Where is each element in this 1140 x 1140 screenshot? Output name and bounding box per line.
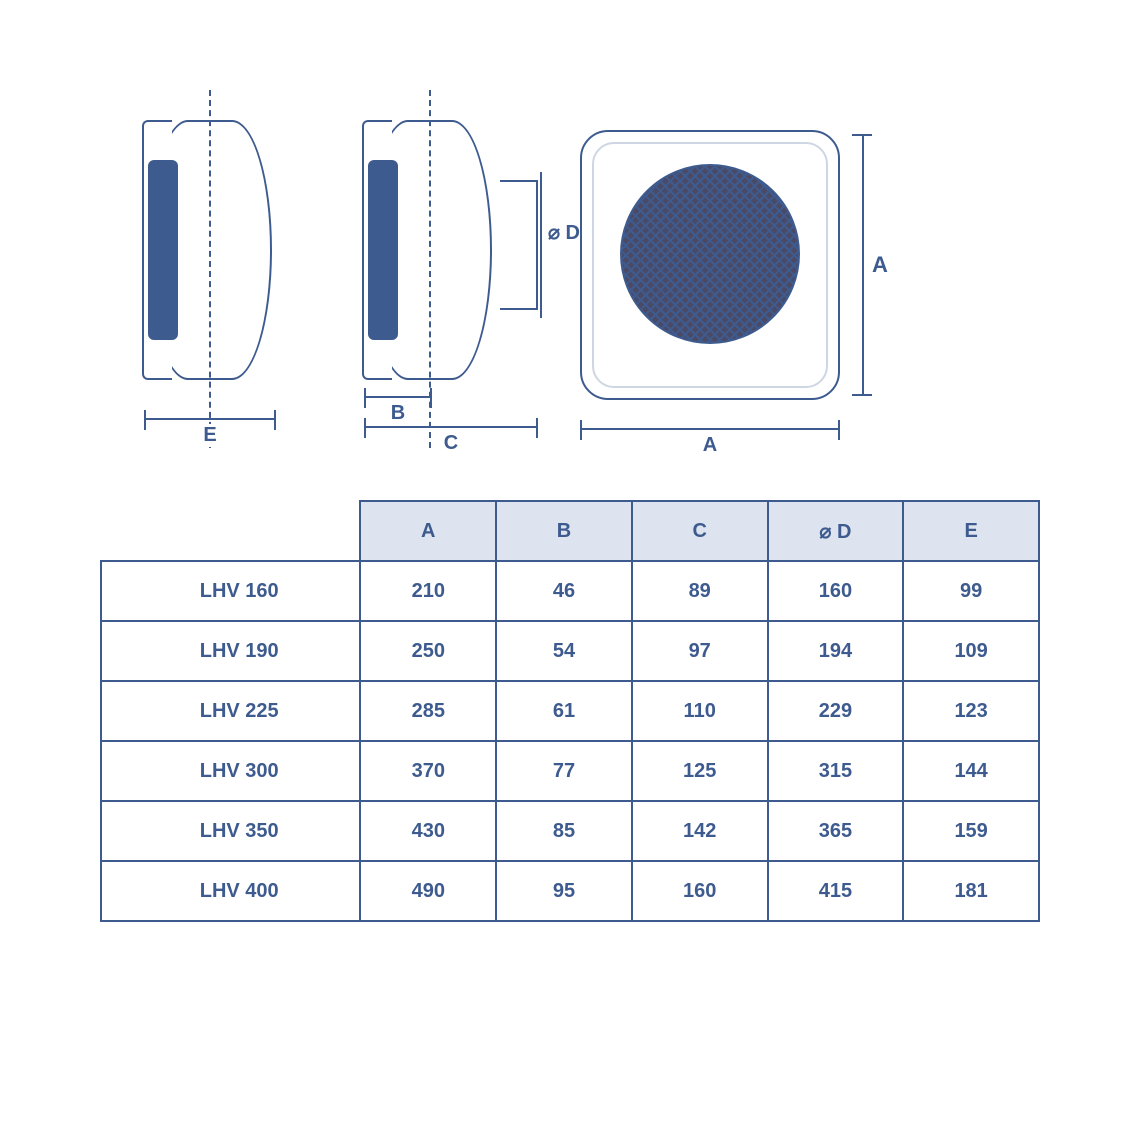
cell-model: LHV 160 (101, 561, 360, 621)
cell-B: 77 (496, 741, 632, 801)
cell-B: 54 (496, 621, 632, 681)
cell-A: 250 (360, 621, 496, 681)
technical-drawings: E ⌀ D B C A A (80, 80, 1060, 440)
cell-C: 142 (632, 801, 768, 861)
table-row: LHV 190 250 54 97 194 109 (101, 621, 1039, 681)
cell-B: 61 (496, 681, 632, 741)
cell-C: 110 (632, 681, 768, 741)
table-row: LHV 350 430 85 142 365 159 (101, 801, 1039, 861)
cell-B: 95 (496, 861, 632, 921)
cell-B: 46 (496, 561, 632, 621)
dimension-B-bar: B (364, 396, 432, 398)
cell-C: 89 (632, 561, 768, 621)
cell-C: 97 (632, 621, 768, 681)
cell-model: LHV 350 (101, 801, 360, 861)
dimension-A-v-label: A (872, 252, 888, 278)
dimension-E-bar: E (144, 418, 276, 420)
dimension-E-label: E (199, 424, 220, 447)
cell-C: 125 (632, 741, 768, 801)
dimension-A-h-label: A (699, 434, 721, 457)
fan-silhouette (368, 160, 398, 340)
front-face-view: A A (570, 120, 870, 440)
dimension-B-label: B (387, 402, 409, 425)
duct-extension (500, 180, 538, 310)
fan-silhouette (148, 160, 178, 340)
side-profile-2: ⌀ D B C (350, 110, 510, 440)
cell-A: 285 (360, 681, 496, 741)
table-row: LHV 300 370 77 125 315 144 (101, 741, 1039, 801)
side-profile-1: E (130, 110, 290, 440)
cell-E: 181 (903, 861, 1039, 921)
cell-B: 85 (496, 801, 632, 861)
dimension-C-bar: C (364, 426, 538, 428)
cell-E: 159 (903, 801, 1039, 861)
table-row: LHV 400 490 95 160 415 181 (101, 861, 1039, 921)
col-B: B (496, 501, 632, 561)
cell-D: 415 (768, 861, 904, 921)
cell-model: LHV 300 (101, 741, 360, 801)
fan-grille (620, 164, 800, 344)
dimensions-table: A B C ⌀ D E LHV 160 210 46 89 160 99 LHV… (100, 500, 1040, 922)
cell-E: 123 (903, 681, 1039, 741)
col-A: A (360, 501, 496, 561)
cell-E: 99 (903, 561, 1039, 621)
cell-A: 430 (360, 801, 496, 861)
col-C: C (632, 501, 768, 561)
table-row: LHV 225 285 61 110 229 123 (101, 681, 1039, 741)
cell-model: LHV 190 (101, 621, 360, 681)
col-blank (101, 501, 360, 561)
table-header: A B C ⌀ D E (101, 501, 1039, 561)
dimension-A-horizontal: A (580, 428, 840, 430)
cell-D: 194 (768, 621, 904, 681)
cell-A: 370 (360, 741, 496, 801)
cell-D: 229 (768, 681, 904, 741)
cell-model: LHV 400 (101, 861, 360, 921)
cell-E: 109 (903, 621, 1039, 681)
cell-D: 160 (768, 561, 904, 621)
dimension-A-vertical: A (862, 134, 864, 396)
dimension-C-label: C (440, 432, 462, 455)
table-row: LHV 160 210 46 89 160 99 (101, 561, 1039, 621)
table-body: LHV 160 210 46 89 160 99 LHV 190 250 54 … (101, 561, 1039, 921)
cell-A: 210 (360, 561, 496, 621)
cell-D: 365 (768, 801, 904, 861)
cell-A: 490 (360, 861, 496, 921)
cell-E: 144 (903, 741, 1039, 801)
cell-D: 315 (768, 741, 904, 801)
center-axis-line (209, 90, 211, 448)
cell-model: LHV 225 (101, 681, 360, 741)
front-frame (580, 130, 840, 400)
col-D: ⌀ D (768, 501, 904, 561)
cell-C: 160 (632, 861, 768, 921)
col-E: E (903, 501, 1039, 561)
